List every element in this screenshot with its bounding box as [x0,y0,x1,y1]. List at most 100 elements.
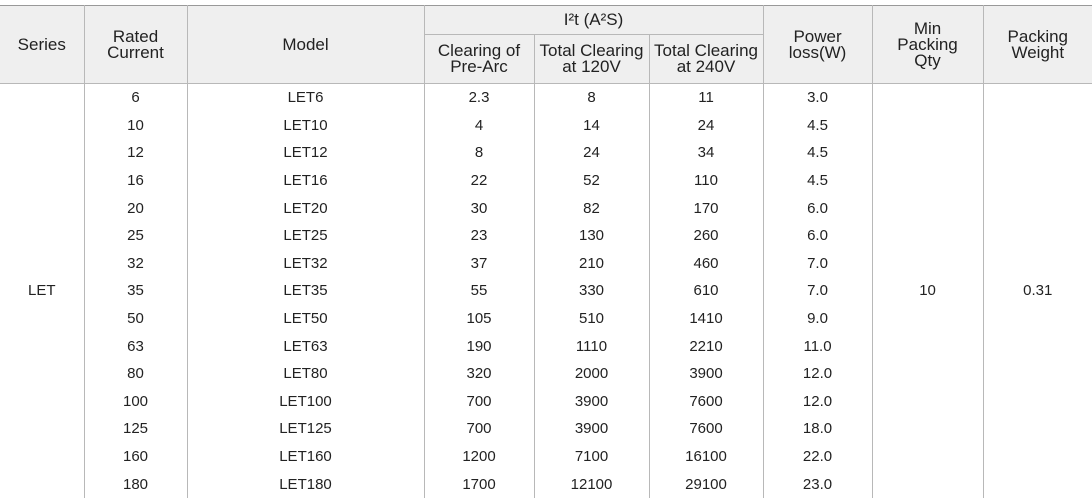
table-row: 180 LET180 1700 12100 29100 23.0 [0,470,1092,498]
table-cell: 7600 [648,415,764,443]
header-cell: Power loss(W) [762,5,873,84]
table-cell: 37 [423,249,535,278]
weight-cell: 0.31 [982,83,1092,498]
table-row: LET 6 LET6 2.3 8 11 3.0 10 0.31 [0,83,1092,498]
table-row: 100 LET100 700 3900 7600 12.0 [0,387,1092,416]
table-cell: LET6 [186,83,425,112]
header-line: Packing [897,34,958,54]
table-cell: 110 [648,166,764,195]
table-cell: 12 [84,139,188,167]
table-cell: 700 [423,415,535,443]
table-cell: LET160 [186,442,425,471]
table-cell: 12.0 [762,359,873,388]
table-cell: 2210 [648,332,764,360]
table-cell: LET180 [186,470,425,498]
table-cell: 32 [84,249,188,278]
header-cell: Model [186,5,425,84]
table-header: Series Rated Current Model I²t (A²S) Power los… [0,5,1092,84]
table-cell: 50 [84,304,188,333]
table-row: 50 LET50 105 510 1410 9.0 [0,304,1092,333]
table-cell: 6 [83,83,188,112]
table-cell: 14 [533,111,650,140]
header-line: at 240V [676,57,736,76]
table-cell: 16 [84,166,188,195]
table-cell: 24 [648,111,764,140]
table-cell: LET16 [186,166,425,195]
table-cell: 1410 [648,304,764,333]
table-cell: LET20 [186,194,425,222]
table-cell: 105 [423,304,535,333]
table-cell: 35 [84,277,188,305]
header-line: Packing [1007,26,1069,46]
table-cell: 52 [533,166,650,195]
header-line: Total Clearing [539,41,644,60]
table-cell: 18.0 [762,415,873,443]
table-cell: 12100 [533,470,650,498]
header-line: Pre-Arc [450,57,508,76]
table-cell: 8 [423,139,535,167]
table-cell: LET80 [186,359,425,388]
table-cell: 6.0 [762,194,873,222]
table-cell: 210 [533,249,650,278]
table-cell: 100 [84,387,188,416]
header-line: Weight [1011,42,1065,62]
table-cell: 610 [648,277,764,305]
header-line: Clearing of [437,41,521,60]
table-cell: 22.0 [762,442,873,471]
table-cell: LET10 [186,111,425,140]
table-cell: 170 [648,194,764,222]
table-row: 63 LET63 190 1110 2210 11.0 [0,332,1092,360]
table-body: LET 6 LET6 2.3 8 11 3.0 10 0.31 10 LET10 4 14 24 4.5 12… [0,83,1092,498]
table-cell: 25 [84,221,188,250]
header-line: Power [793,26,842,46]
table-cell: 16100 [648,442,764,471]
table-cell: 29100 [648,470,764,498]
table-cell: 180 [84,470,188,498]
table-cell: 22 [423,166,535,195]
table-cell: 9.0 [762,304,873,333]
table-cell: 3900 [533,387,650,416]
table-cell: 510 [533,304,650,333]
table-cell: 7100 [533,442,650,471]
table-cell: 24 [533,139,650,167]
table-cell: LET125 [186,415,425,443]
table-row: 20 LET20 30 82 170 6.0 [0,194,1092,222]
table-cell: 125 [84,415,188,443]
table-cell: 460 [648,249,764,278]
table-cell: 63 [84,332,188,360]
table-cell: 30 [423,194,535,222]
table-row: 25 LET25 23 130 260 6.0 [0,221,1092,250]
table-cell: 1110 [533,332,650,360]
table-cell: 2.3 [423,83,535,112]
header-cell: I²t (A²S) [423,5,764,35]
table-cell: 10 [84,111,188,140]
header-cell: Clearing of Pre-Arc [424,34,535,84]
table-cell: 4.5 [762,166,873,195]
table-row: 32 LET32 37 210 460 7.0 [0,249,1092,278]
header-cell: Total Clearing at 120V [533,34,650,84]
table-cell: 20 [84,194,188,222]
table-cell: 34 [648,139,764,167]
table-cell: 23 [423,221,535,250]
table-cell: 160 [84,442,188,471]
table-cell: LET100 [186,387,425,416]
table-cell: 3.0 [762,83,873,112]
qty-cell: 10 [871,83,984,498]
header-cell: Series [0,5,85,84]
table-row: 10 LET10 4 14 24 4.5 [0,111,1092,140]
table-cell: 7.0 [762,249,873,278]
table-cell: LET12 [186,139,425,167]
table-cell: 4.5 [762,139,873,167]
header-row: Clearing of Pre-Arc Total Clearing at 120V T… [0,34,1092,84]
table-cell: 260 [648,221,764,250]
table-row: 160 LET160 1200 7100 16100 22.0 [0,442,1092,471]
table-cell: 320 [423,359,535,388]
header-cell: Packing Weight [982,5,1092,84]
header-line: Rated [112,26,159,46]
table-cell: 3900 [648,359,764,388]
table-row: 125 LET125 700 3900 7600 18.0 [0,415,1092,443]
spec-table: Series Rated Current Model I²t (A²S) Power los… [0,5,1092,498]
table-cell: 190 [423,332,535,360]
series-cell: LET [0,83,85,498]
